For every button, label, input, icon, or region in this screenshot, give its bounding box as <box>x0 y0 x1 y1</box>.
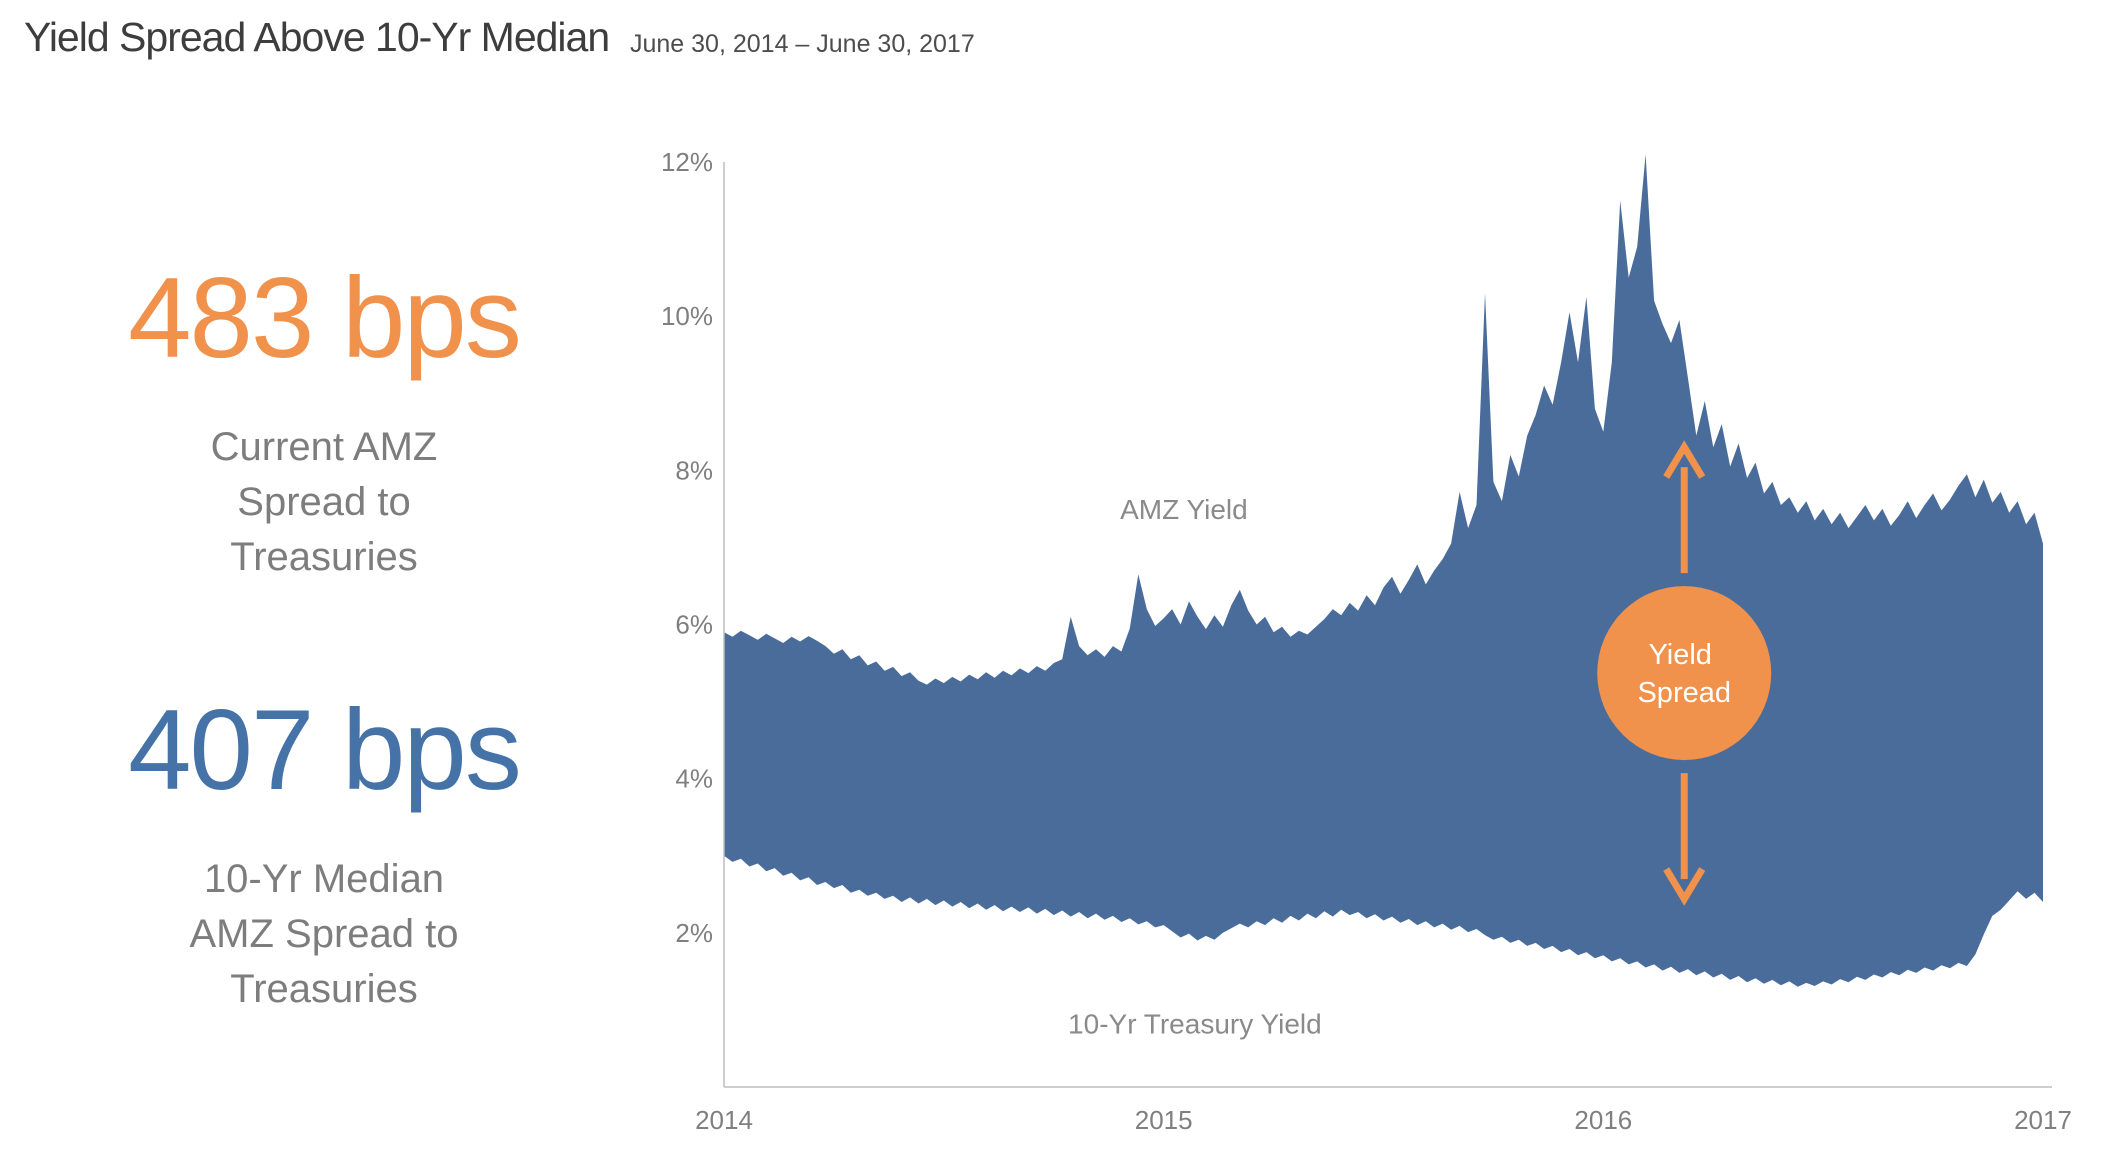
x-tick-label: 2017 <box>2014 1105 2072 1135</box>
y-tick-label: 2% <box>675 918 713 948</box>
page-title: Yield Spread Above 10-Yr Median <box>24 14 610 60</box>
up-arrow-icon <box>1663 440 1706 574</box>
yield-spread-band-area <box>724 154 2043 987</box>
yield-spread-circle-label-line1: Yield <box>1648 639 1711 671</box>
median-spread-label-line1: 10-Yr Median <box>203 857 445 901</box>
yield-spread-marker: Yield Spread <box>1597 440 1772 906</box>
median-spread-label-line3: Treasuries <box>230 967 418 1011</box>
amz-yield-series-label: AMZ Yield <box>1120 494 1248 525</box>
y-tick-label: 12% <box>661 147 713 177</box>
x-tick-label: 2014 <box>695 1105 753 1135</box>
median-spread-stat: 407 bps 10-Yr Median AMZ Spread to Treas… <box>92 676 556 1017</box>
median-spread-label-line2: AMZ Spread to <box>189 912 459 956</box>
x-axis-tick-labels: 2014 2015 2016 2017 <box>695 1105 2072 1135</box>
y-tick-label: 4% <box>675 764 713 794</box>
current-spread-stat: 483 bps Current AMZ Spread to Treasuries <box>92 244 556 585</box>
current-spread-value: 483 bps <box>128 255 522 382</box>
y-tick-label: 6% <box>675 610 713 640</box>
current-spread-label: Current AMZ Spread to Treasuries <box>92 420 556 585</box>
y-tick-label: 8% <box>675 455 713 485</box>
page-subtitle: June 30, 2014 – June 30, 2017 <box>630 30 975 58</box>
current-spread-label-line1: Current AMZ <box>210 425 438 469</box>
current-spread-label-line2: Spread to <box>237 480 411 524</box>
current-spread-label-line3: Treasuries <box>230 535 418 579</box>
yield-spread-circle-label-line2: Spread <box>1637 677 1731 709</box>
median-spread-value: 407 bps <box>128 687 522 814</box>
yield-spread-circle-label: Yield Spread <box>1637 639 1731 709</box>
y-tick-label: 10% <box>661 301 713 331</box>
down-arrow-icon <box>1663 773 1706 906</box>
x-tick-label: 2016 <box>1574 1105 1632 1135</box>
yield-spread-circle <box>1597 586 1772 761</box>
treasury-yield-series-label: 10-Yr Treasury Yield <box>1068 1008 1322 1039</box>
median-spread-label: 10-Yr Median AMZ Spread to Treasuries <box>92 852 556 1017</box>
x-tick-label: 2015 <box>1135 1105 1193 1135</box>
y-axis-tick-labels: 2% 4% 6% 8% 10% 12% <box>661 147 713 948</box>
